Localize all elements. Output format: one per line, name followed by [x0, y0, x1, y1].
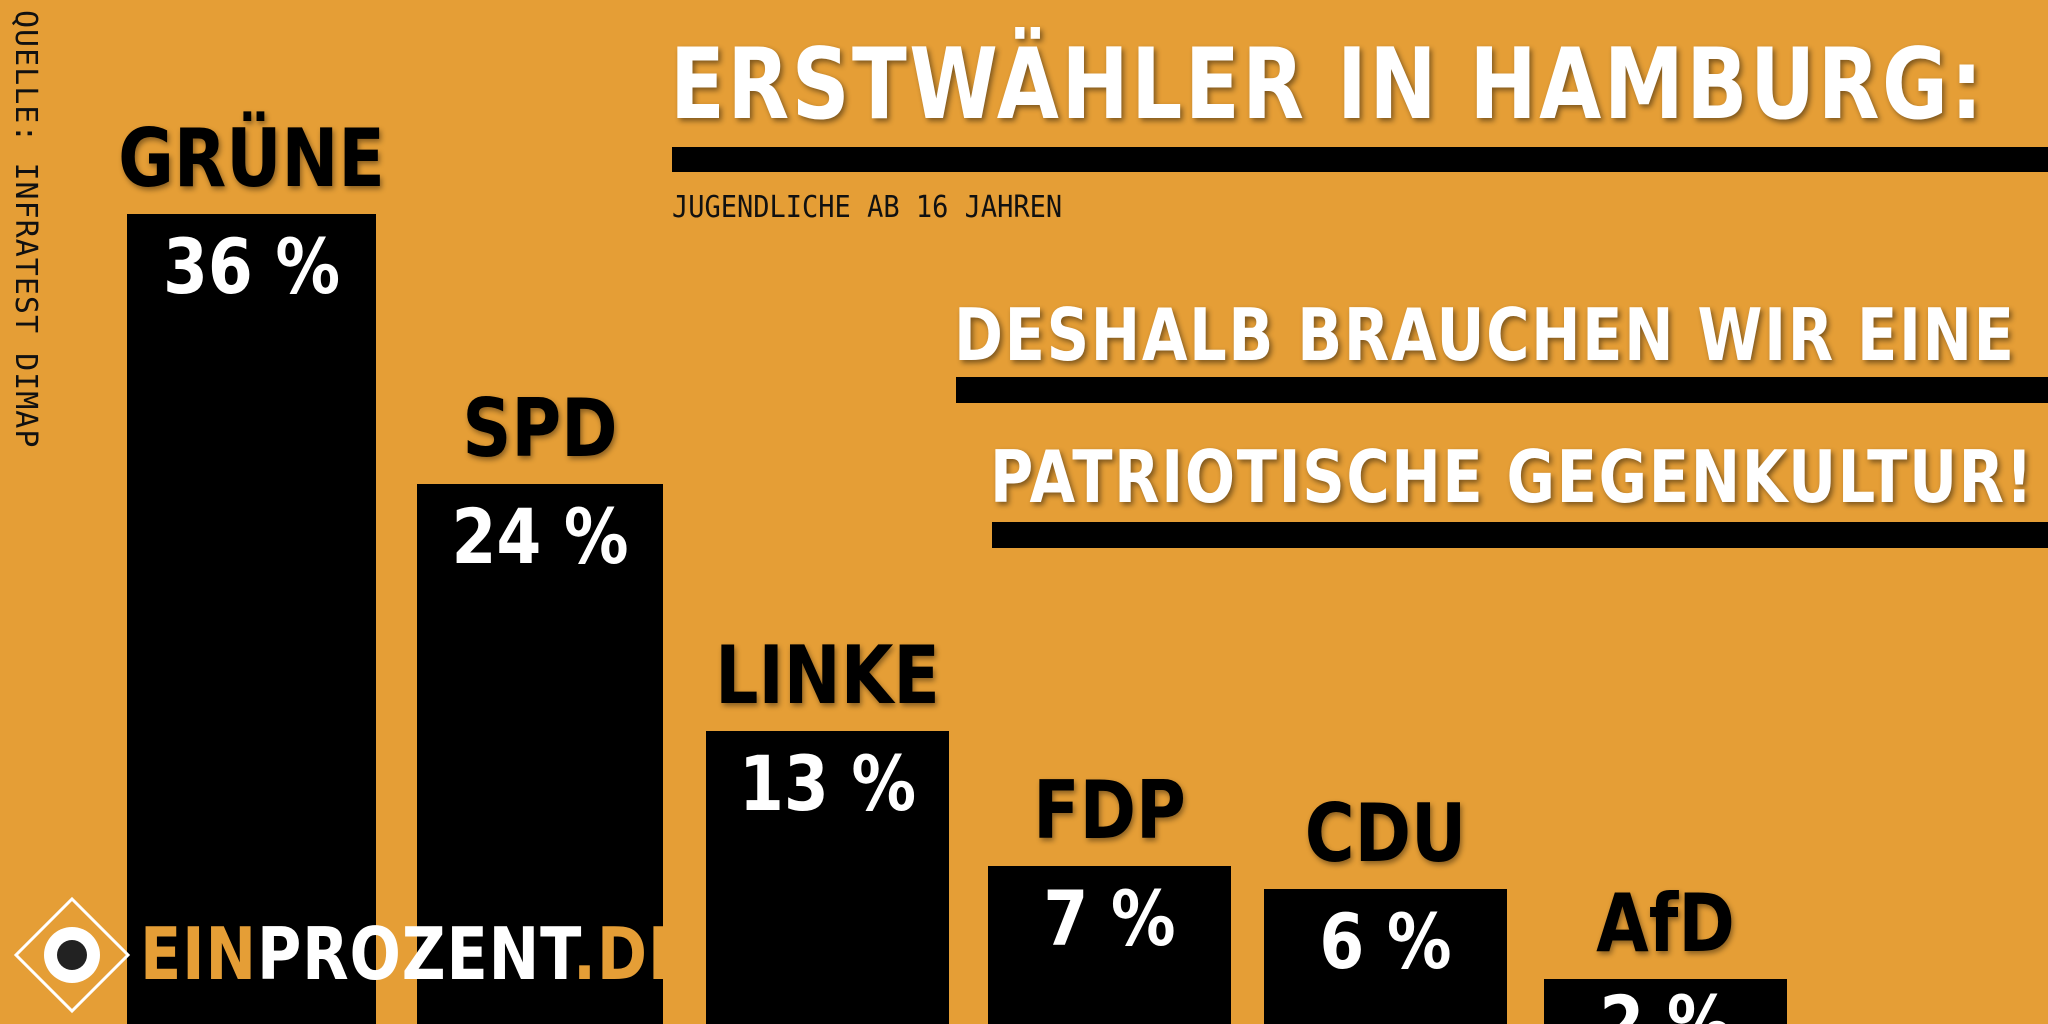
- slogan-line-2: PATRIOTISCHE GEGENKULTUR!: [990, 435, 2035, 519]
- page-title: ERSTWÄHLER IN HAMBURG:: [670, 28, 1986, 142]
- logo-text-ein: EIN: [140, 912, 257, 996]
- bar-afd: 2 %: [1544, 979, 1787, 1024]
- bar-fdp: 7 %: [988, 866, 1231, 1024]
- slogan-underline-2: [992, 522, 2048, 548]
- bar-category-label: FDP: [1033, 764, 1186, 857]
- bar-category-label: CDU: [1304, 787, 1467, 880]
- bar-grne: 36 %: [127, 214, 376, 1024]
- bar-value-label: 2 %: [1599, 979, 1732, 1024]
- bar-value-label: 36 %: [162, 222, 341, 311]
- bar-value-label: 6 %: [1319, 897, 1452, 986]
- slogan-underline-1: [956, 377, 2048, 403]
- diamond-eye-icon: [13, 896, 131, 1014]
- bar-linke: 13 %: [706, 731, 949, 1024]
- page-subtitle: JUGENDLICHE AB 16 JAHREN: [672, 190, 1063, 225]
- logo-text-prozent: PROZENT: [256, 912, 574, 996]
- bar-value-label: 7 %: [1043, 874, 1176, 963]
- source-note: QUELLE: INFRATEST DIMAP: [8, 10, 43, 449]
- bar-cdu: 6 %: [1264, 889, 1507, 1024]
- bar-value-label: 24 %: [451, 492, 629, 581]
- bar-value-label: 13 %: [738, 739, 917, 828]
- logo-text-de: .DE: [573, 912, 691, 996]
- bar-category-label: GRÜNE: [118, 112, 385, 205]
- bar-category-label: SPD: [462, 382, 618, 475]
- bar-category-label: AfD: [1596, 877, 1735, 970]
- slogan-line-1: DESHALB BRAUCHEN WIR EINE: [954, 293, 2016, 377]
- bar-spd: 24 %: [417, 484, 663, 1024]
- brand-logo-text: EINPROZENT.DE: [140, 912, 690, 996]
- title-underline: [672, 147, 2048, 172]
- bar-category-label: LINKE: [715, 629, 940, 722]
